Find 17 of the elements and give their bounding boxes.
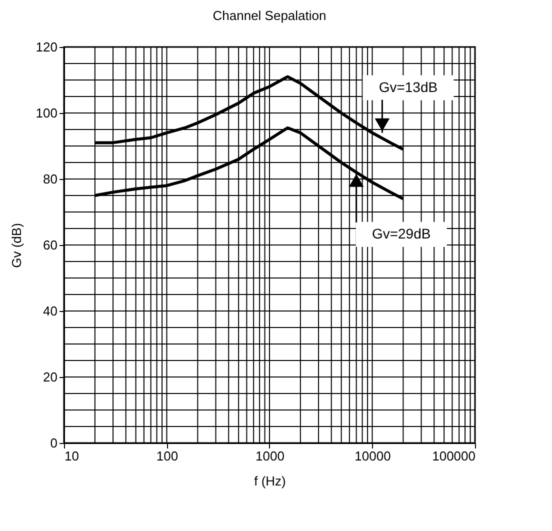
y-tick-label: 100: [36, 106, 58, 120]
y-tick-label: 40: [43, 304, 58, 318]
y-axis-title: Gv (dB): [8, 223, 24, 268]
annotation: Gv=29dB: [372, 225, 431, 242]
chart-title: Channel Sepalation: [212, 8, 326, 23]
y-tick-label: 120: [36, 40, 58, 54]
y-tick-label: 60: [43, 238, 58, 252]
y-tick-label: 20: [43, 370, 58, 384]
x-tick-label: 10: [64, 448, 79, 464]
x-axis-title: f (Hz): [254, 474, 286, 488]
y-tick-label: 80: [43, 172, 58, 186]
x-tick-label: 10000: [354, 448, 391, 464]
x-tick-label: 100: [156, 448, 178, 464]
y-tick-label: 0: [50, 436, 58, 450]
annotation: Gv=13dB: [378, 78, 438, 95]
x-tick-label: 100000: [432, 448, 476, 464]
x-tick-label: 1000: [256, 448, 284, 464]
